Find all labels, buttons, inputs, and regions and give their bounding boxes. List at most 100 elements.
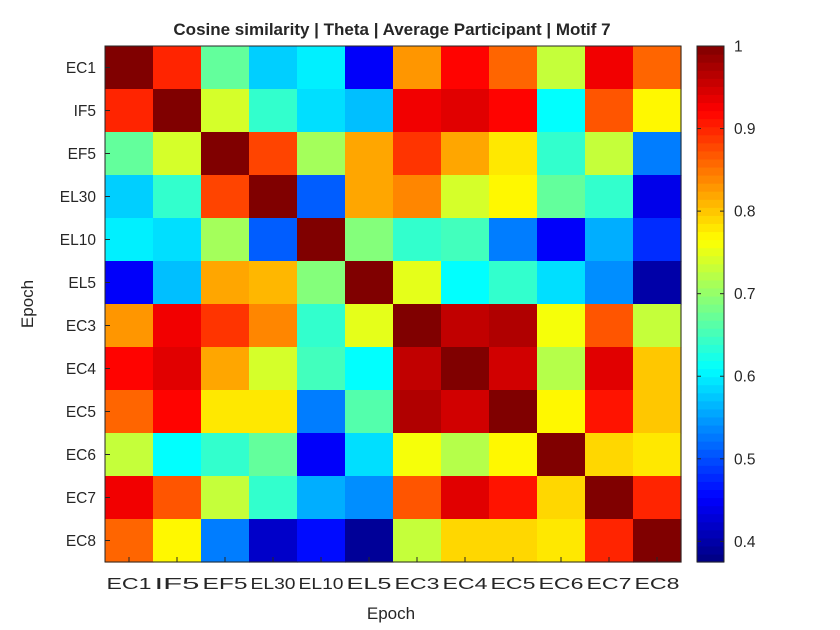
y-tick-label: EC8: [66, 533, 96, 550]
heatmap-cell: [537, 476, 586, 520]
heatmap-cell: [393, 261, 442, 305]
x-axis-label: Epoch: [367, 604, 415, 623]
x-tick-label: EC4: [443, 576, 489, 593]
heatmap-cell: [345, 390, 394, 434]
colorbar-segment: [697, 78, 724, 87]
colorbar-segment: [697, 457, 724, 466]
heatmap-cell: [153, 433, 202, 477]
y-tick-label: EC3: [66, 318, 96, 335]
y-tick-label: EC1: [66, 60, 96, 77]
colorbar-segment: [697, 142, 724, 152]
y-tick-label: EC6: [66, 447, 96, 464]
colorbar-tick-label: 0.9: [734, 121, 756, 138]
colorbar-segment: [697, 287, 724, 297]
colorbar-segment: [697, 158, 724, 168]
colorbar-segment: [697, 223, 724, 233]
heatmap-cell: [489, 390, 538, 434]
heatmap-cell: [153, 519, 202, 563]
heatmap-cell: [633, 347, 682, 391]
heatmap-cell: [585, 519, 634, 563]
heatmap-cell: [201, 175, 250, 219]
heatmap-cell: [105, 175, 154, 219]
heatmap-cell: [441, 519, 490, 563]
colorbar-segment: [697, 199, 724, 208]
y-tick-label: EC4: [66, 361, 97, 378]
heatmap-cell: [105, 46, 154, 90]
heatmap-cell: [297, 476, 346, 520]
heatmap-cell: [393, 433, 442, 477]
heatmap-cell: [249, 304, 298, 348]
heatmap-cell: [345, 304, 394, 348]
heatmap-cell: [585, 476, 634, 520]
heatmap-cell: [297, 132, 346, 176]
heatmap-cell: [441, 89, 490, 133]
y-tick-label: EC7: [66, 490, 96, 507]
heatmap-cell: [105, 89, 154, 133]
heatmap-cell: [153, 347, 202, 391]
colorbar-segment: [697, 263, 724, 273]
chart-title: Cosine similarity | Theta | Average Part…: [173, 20, 610, 39]
heatmap-cell: [441, 46, 490, 90]
heatmap-cell: [105, 347, 154, 391]
colorbar-segment: [697, 336, 724, 345]
heatmap-cell: [489, 175, 538, 219]
heatmap-cell: [441, 390, 490, 434]
heatmap-cell: [633, 304, 682, 348]
heatmap-cell: [201, 46, 250, 90]
heatmap-cell: [489, 304, 538, 348]
heatmap-cell: [345, 46, 394, 90]
heatmap-cell: [537, 433, 586, 477]
heatmap-cell: [345, 218, 394, 262]
heatmap-cell: [393, 390, 442, 434]
heatmap-cell: [153, 89, 202, 133]
x-tick-label: EC7: [587, 576, 632, 593]
heatmap-cell: [585, 132, 634, 176]
heatmap-cell: [249, 218, 298, 262]
heatmap-cell: [393, 519, 442, 563]
heatmap-cell: [441, 347, 490, 391]
heatmap-cell: [249, 132, 298, 176]
colorbar-segment: [697, 497, 724, 507]
heatmap-cell: [489, 433, 538, 477]
heatmap-cell: [105, 218, 154, 262]
x-tick-label: EL10: [299, 576, 344, 593]
heatmap-cell: [105, 132, 154, 176]
colorbar-segment: [697, 553, 724, 563]
colorbar-segment: [697, 400, 724, 410]
heatmap-cell: [537, 175, 586, 219]
colorbar-tick-label: 0.7: [734, 286, 756, 303]
colorbar-segment: [697, 312, 724, 321]
heatmap-cell: [537, 218, 586, 262]
colorbar-segment: [697, 424, 724, 434]
x-tick-label: EC8: [635, 576, 680, 593]
y-tick-label: EL5: [68, 275, 96, 292]
heatmap-cell: [297, 175, 346, 219]
heatmap-cell: [633, 132, 682, 176]
heatmap-cell: [153, 261, 202, 305]
colorbar-segment: [697, 279, 724, 289]
heatmap-cell: [201, 519, 250, 563]
heatmap-cell: [249, 347, 298, 391]
colorbar-frame: [696, 45, 725, 563]
colorbar-segment: [697, 150, 724, 160]
y-tick-label: EL30: [60, 189, 97, 206]
heatmap-cell: [345, 132, 394, 176]
heatmap-cell: [489, 347, 538, 391]
colorbar-segment: [697, 215, 724, 224]
heatmap-cell: [297, 519, 346, 563]
heatmap-cell: [153, 304, 202, 348]
heatmap-cell: [585, 261, 634, 305]
heatmap-cell: [633, 261, 682, 305]
heatmap-cell: [393, 46, 442, 90]
colorbar-segment: [697, 86, 724, 95]
colorbar-segment: [697, 70, 724, 79]
heatmap-cell: [153, 46, 202, 90]
y-axis-label: Epoch: [18, 280, 37, 328]
colorbar-segment: [697, 126, 724, 136]
x-tick-label: EC3: [395, 576, 440, 593]
colorbar-tick-label: 0.6: [734, 369, 756, 386]
heatmap-cell: [441, 476, 490, 520]
heatmap-cell: [585, 175, 634, 219]
heatmap-cell: [201, 476, 250, 520]
